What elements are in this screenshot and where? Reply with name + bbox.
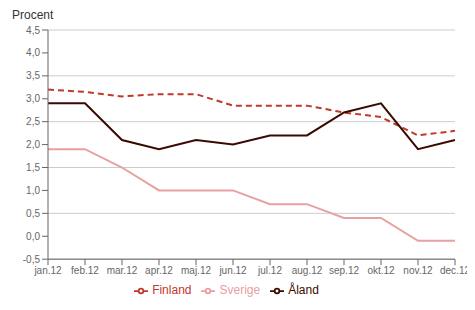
html-text:Procent: Procent (12, 8, 54, 22)
svg-text:feb.12: feb.12 (71, 265, 99, 276)
svg-text:4,0: 4,0 (26, 47, 40, 58)
svg-text:okt.12: okt.12 (367, 265, 395, 276)
svg-text:2,0: 2,0 (26, 139, 40, 150)
svg-text:-0,5: -0,5 (23, 254, 41, 265)
svg-text:1,5: 1,5 (26, 162, 40, 173)
svg-text:3,0: 3,0 (26, 93, 40, 104)
svg-text:sep.12: sep.12 (329, 265, 359, 276)
svg-text:apr.12: apr.12 (145, 265, 173, 276)
svg-text:jun.12: jun.12 (218, 265, 247, 276)
svg-text:4,5: 4,5 (26, 25, 40, 36)
svg-text:mar.12: mar.12 (107, 265, 138, 276)
svg-text:jul.12: jul.12 (257, 265, 282, 276)
svg-text:maj.12: maj.12 (181, 265, 211, 276)
html-text:Sverige: Sverige (219, 283, 261, 298)
svg-text:nov.12: nov.12 (403, 265, 433, 276)
svg-text:1,0: 1,0 (26, 185, 40, 196)
svg-text:dec.12: dec.12 (440, 265, 467, 276)
svg-text:0,0: 0,0 (26, 231, 40, 242)
html-text:Åland: Åland (288, 283, 319, 298)
svg-text:2,5: 2,5 (26, 116, 40, 127)
svg-text:0,5: 0,5 (26, 208, 40, 219)
svg-text:aug.12: aug.12 (292, 265, 323, 276)
html-text:Finland: Finland (152, 283, 192, 298)
svg-text:3,5: 3,5 (26, 70, 40, 81)
svg-text:jan.12: jan.12 (33, 265, 62, 276)
